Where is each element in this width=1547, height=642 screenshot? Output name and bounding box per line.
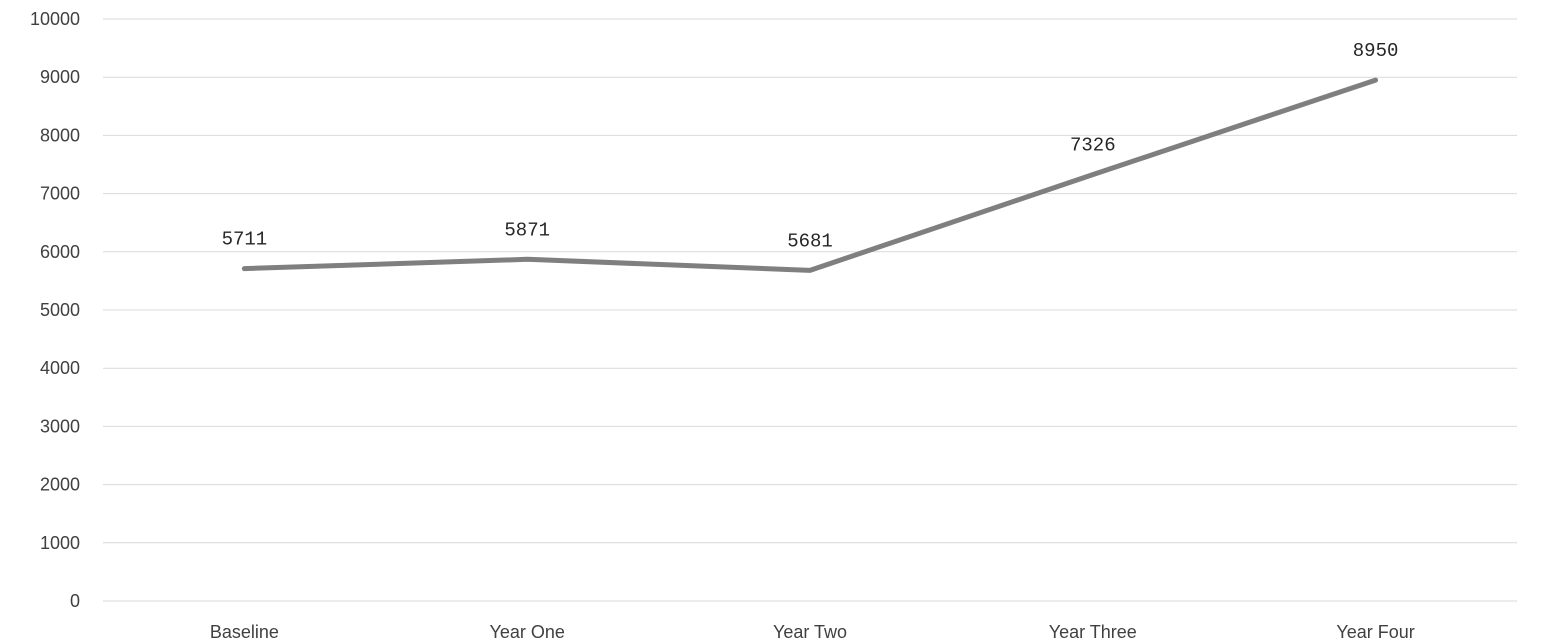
data-label: 5681 bbox=[787, 230, 833, 252]
x-tick-label: Year Three bbox=[1049, 622, 1137, 642]
y-tick-label: 3000 bbox=[40, 416, 80, 436]
x-axis: Baseline Year One Year Two Year Three Year F… bbox=[210, 622, 1415, 642]
y-tick-label: 1000 bbox=[40, 533, 80, 553]
x-tick-label: Year Two bbox=[773, 622, 847, 642]
x-tick-label: Baseline bbox=[210, 622, 279, 642]
y-tick-label: 0 bbox=[70, 591, 80, 611]
y-tick-label: 2000 bbox=[40, 475, 80, 495]
series-line-0 bbox=[241, 77, 1379, 273]
data-label: 5711 bbox=[222, 229, 268, 251]
gridlines bbox=[103, 18, 1517, 602]
y-tick-label: 7000 bbox=[40, 184, 80, 204]
y-tick-label: 9000 bbox=[40, 67, 80, 87]
x-tick-label: Year One bbox=[489, 622, 564, 642]
data-labels: 5711 5871 5681 7326 8950 bbox=[222, 40, 1399, 252]
data-label: 8950 bbox=[1353, 40, 1399, 62]
y-axis: 0 1000 2000 3000 4000 5000 6000 7000 8000 9000 100… bbox=[30, 9, 80, 611]
y-tick-label: 10000 bbox=[30, 9, 80, 29]
y-tick-label: 6000 bbox=[40, 242, 80, 262]
series-layer bbox=[241, 77, 1379, 273]
x-tick-label: Year Four bbox=[1336, 622, 1414, 642]
y-tick-label: 5000 bbox=[40, 300, 80, 320]
data-label: 7326 bbox=[1070, 135, 1116, 157]
y-tick-label: 8000 bbox=[40, 125, 80, 145]
y-tick-label: 4000 bbox=[40, 358, 80, 378]
data-label: 5871 bbox=[504, 219, 550, 241]
